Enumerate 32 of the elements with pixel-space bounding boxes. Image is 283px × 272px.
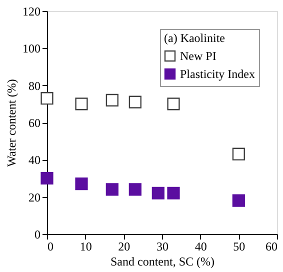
- point: [40, 92, 54, 105]
- point: [40, 172, 54, 185]
- x-tick-label: 50: [233, 240, 246, 254]
- y-tick-label: 80: [28, 78, 40, 93]
- point: [128, 96, 142, 108]
- point: [167, 98, 180, 110]
- y-tick-label: 0: [34, 228, 40, 242]
- y-axis-title: Water content (%): [4, 79, 18, 167]
- legend-label: Plasticity Index: [180, 67, 255, 81]
- y-tick-label: 40: [28, 153, 40, 168]
- x-tick-label: 0: [48, 240, 54, 254]
- point: [106, 94, 118, 106]
- point: [75, 98, 88, 110]
- y-tick-label: 20: [28, 190, 40, 204]
- point: [152, 186, 164, 200]
- y-tick-label: 60: [28, 116, 40, 130]
- point: [167, 186, 180, 200]
- x-tick-label: 40: [194, 240, 207, 254]
- y-tick-label: 100: [22, 42, 40, 56]
- x-tick-label: 30: [156, 240, 168, 254]
- point: [75, 178, 88, 190]
- x-axis-title: Sand content, SC (%): [110, 254, 214, 268]
- point: [232, 148, 245, 160]
- legend-title: (a) Kaolinite: [164, 31, 225, 45]
- legend-label: New PI: [180, 49, 216, 63]
- point: [106, 183, 118, 196]
- x-tick-label: 20: [118, 240, 130, 254]
- x-tick-label: 60: [266, 240, 278, 254]
- x-tick-label: 10: [80, 240, 92, 254]
- point: [128, 183, 142, 196]
- point: [232, 194, 245, 207]
- y-tick-label: 120: [22, 4, 40, 18]
